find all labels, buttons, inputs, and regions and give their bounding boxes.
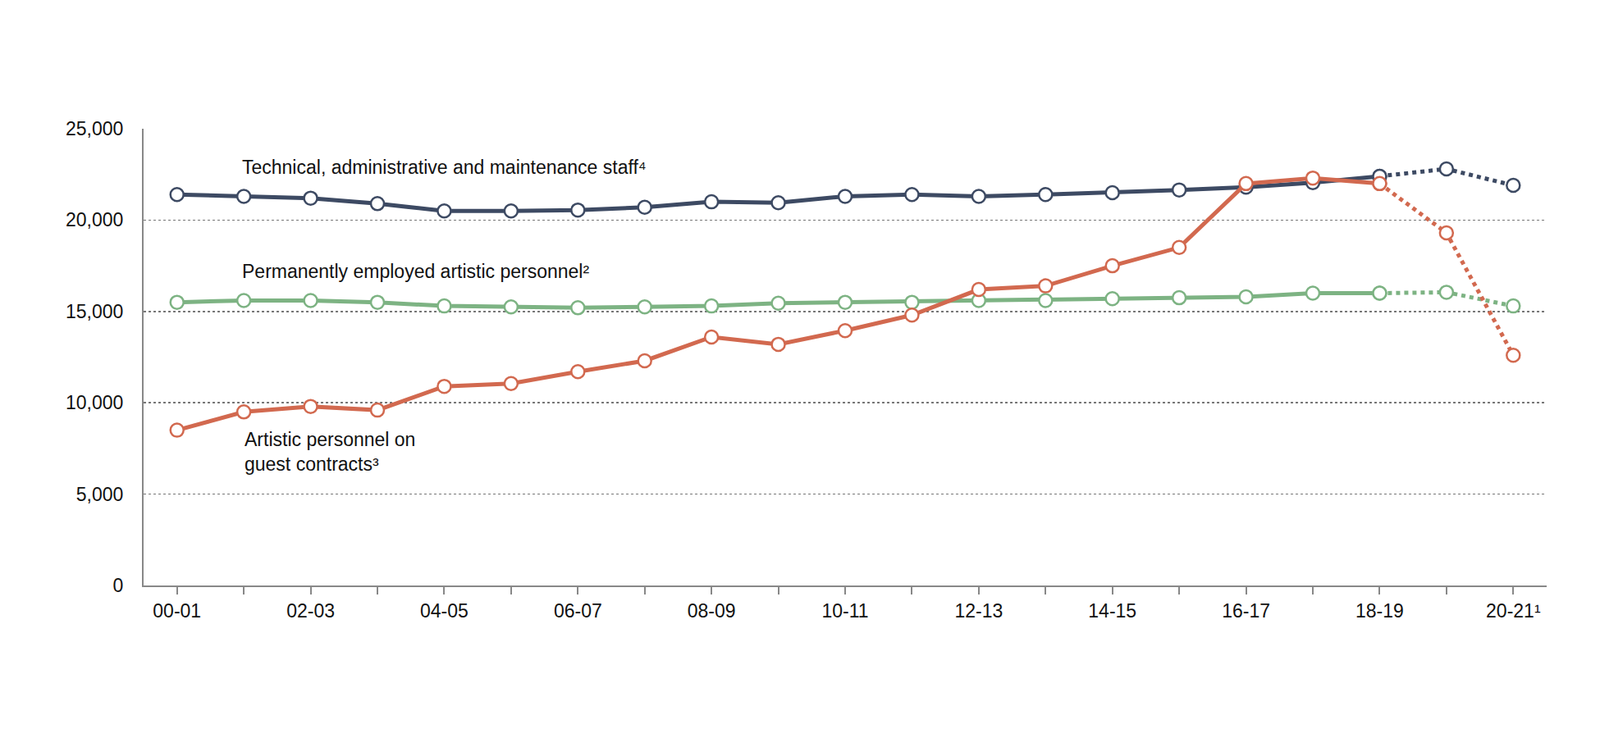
svg-text:Artistic personnel onguest con: Artistic personnel onguest contracts³ <box>244 429 416 476</box>
svg-text:00-01: 00-01 <box>152 600 202 622</box>
svg-text:Technical, administrative and: Technical, administrative and maintenanc… <box>242 156 647 179</box>
svg-text:0: 0 <box>113 575 124 597</box>
svg-text:25,000: 25,000 <box>65 118 124 140</box>
svg-text:04-05: 04-05 <box>420 600 469 622</box>
svg-text:06-07: 06-07 <box>553 600 603 622</box>
svg-text:20-21¹: 20-21¹ <box>1485 600 1541 622</box>
svg-text:14-15: 14-15 <box>1088 600 1137 622</box>
svg-text:5,000: 5,000 <box>76 484 124 506</box>
svg-text:16-17: 16-17 <box>1221 600 1271 622</box>
svg-text:18-19: 18-19 <box>1355 600 1404 622</box>
svg-text:20,000: 20,000 <box>65 209 124 231</box>
svg-text:15,000: 15,000 <box>65 301 124 323</box>
svg-text:Permanently employed artistic: Permanently employed artistic personnel² <box>242 260 590 283</box>
svg-text:10,000: 10,000 <box>65 392 124 414</box>
svg-text:08-09: 08-09 <box>687 600 736 622</box>
svg-text:02-03: 02-03 <box>286 600 335 622</box>
svg-text:10-11: 10-11 <box>821 600 869 622</box>
svg-text:12-13: 12-13 <box>954 600 1003 622</box>
